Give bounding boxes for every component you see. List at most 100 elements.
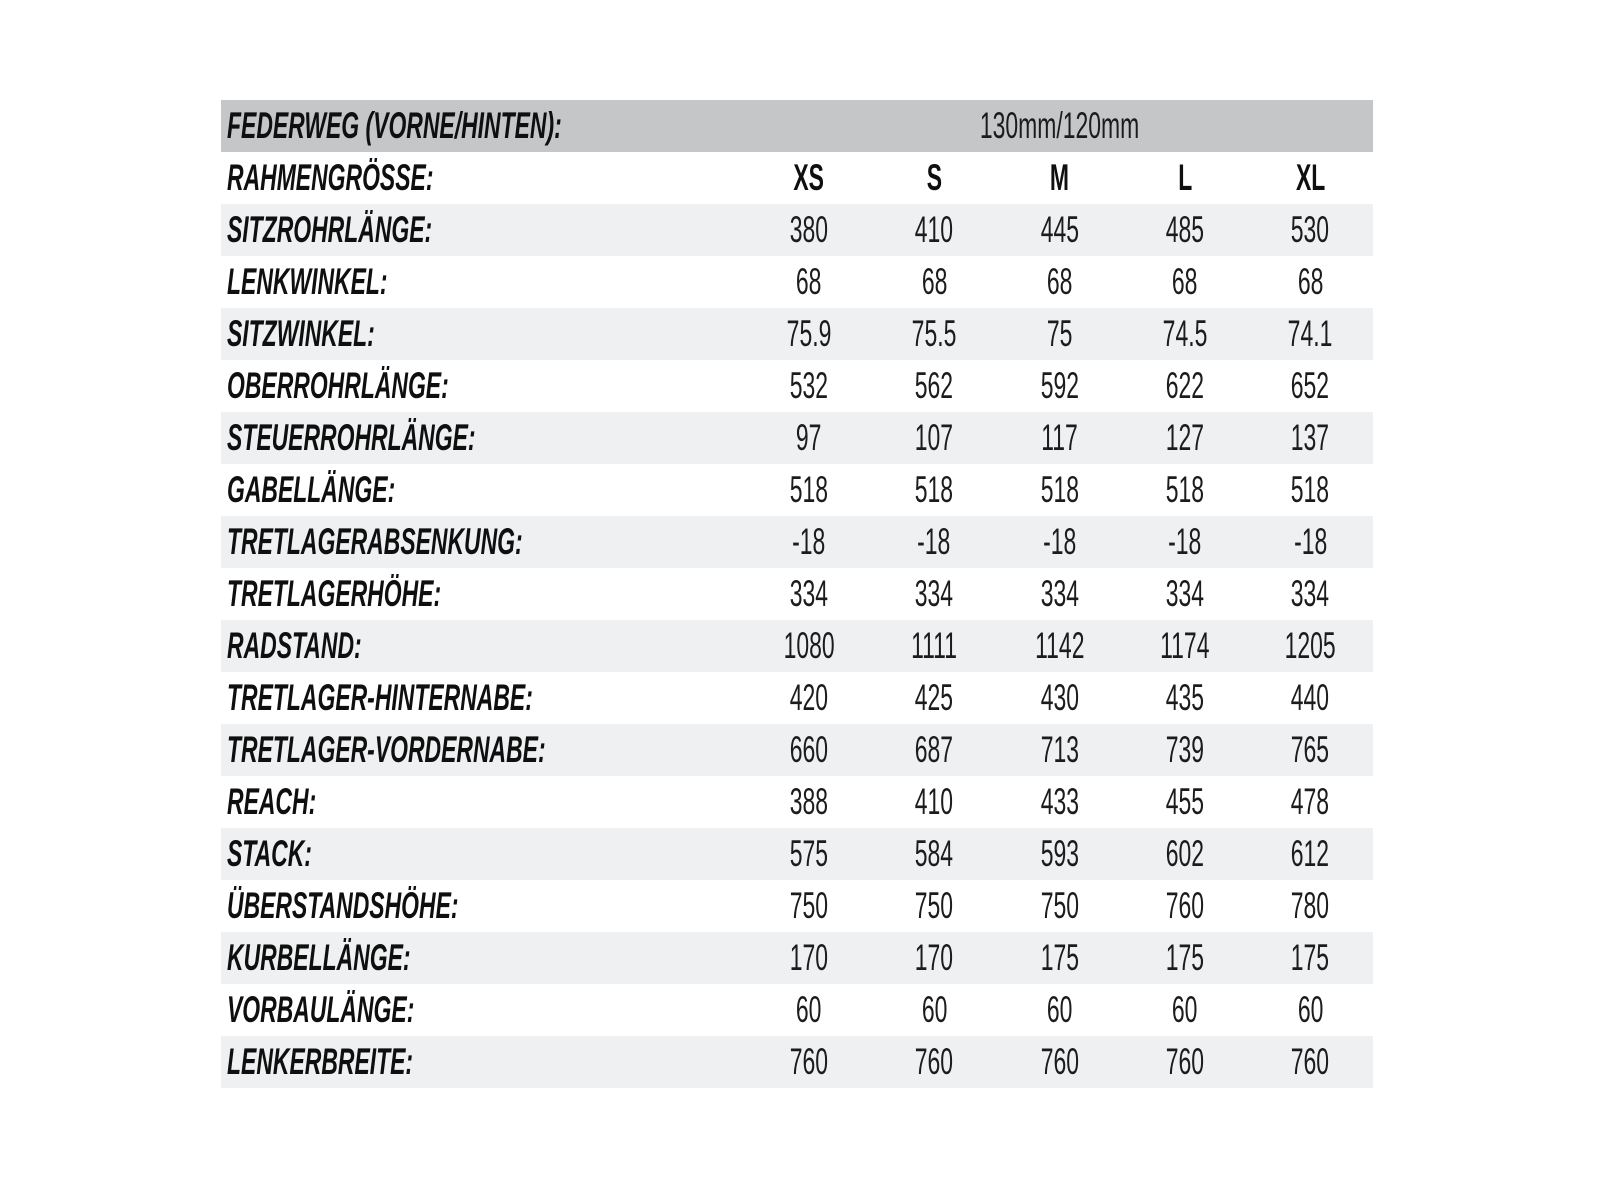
value-cell: 780 xyxy=(1248,880,1373,932)
value-cell: 380 xyxy=(746,204,871,256)
row-label: LENKERBREITE: xyxy=(227,1041,414,1082)
value: 750 xyxy=(914,885,954,926)
value: 1111 xyxy=(911,625,958,666)
value-cell: 562 xyxy=(871,360,996,412)
size-column-header: M xyxy=(1049,157,1070,198)
size-column-header-cell: S xyxy=(871,152,996,204)
value: 117 xyxy=(1041,417,1078,458)
value-cell: 518 xyxy=(746,464,871,516)
value: 127 xyxy=(1165,417,1205,458)
value-cell: 518 xyxy=(1122,464,1247,516)
value: 760 xyxy=(1165,885,1205,926)
row-label-cell: LENKWINKEL: xyxy=(221,256,746,308)
value-cell: 1142 xyxy=(997,620,1122,672)
row-label-cell: SITZWINKEL: xyxy=(221,308,746,360)
value-cell: 410 xyxy=(871,204,996,256)
value-cell: 750 xyxy=(746,880,871,932)
table-row: LENKERBREITE: 760 760 760 760 760 xyxy=(221,1036,1373,1088)
value: -18 xyxy=(1042,521,1077,562)
value: 602 xyxy=(1165,833,1205,874)
value-cell: 107 xyxy=(871,412,996,464)
value: 410 xyxy=(914,781,954,822)
value-cell: 584 xyxy=(871,828,996,880)
value-cell: 687 xyxy=(871,724,996,776)
value: 760 xyxy=(1040,1041,1079,1082)
table-row: SITZWINKEL: 75.9 75.5 75 74.5 74.1 xyxy=(221,308,1373,360)
row-label-cell: OBERROHRLÄNGE: xyxy=(221,360,746,412)
row-label: TRETLAGERABSENKUNG: xyxy=(227,521,523,562)
value: 1142 xyxy=(1034,625,1085,666)
value: 478 xyxy=(1291,781,1330,822)
value-cell: 175 xyxy=(1122,932,1247,984)
table-row: SITZROHRLÄNGE: 380 410 445 485 530 xyxy=(221,204,1373,256)
row-label: TRETLAGER-VORDERNABE: xyxy=(227,729,546,770)
value-cell: 75.5 xyxy=(871,308,996,360)
value: 765 xyxy=(1291,729,1330,770)
value: 435 xyxy=(1165,677,1205,718)
value: 530 xyxy=(1291,209,1330,250)
value-cell: 60 xyxy=(1122,984,1247,1036)
value-cell: 765 xyxy=(1248,724,1373,776)
value-cell: 334 xyxy=(1248,568,1373,620)
value-cell: 433 xyxy=(997,776,1122,828)
value-cell: 117 xyxy=(997,412,1122,464)
value-cell: 74.5 xyxy=(1122,308,1247,360)
travel-header-label: FEDERWEG (VORNE/HINTEN): xyxy=(227,105,562,146)
value: 334 xyxy=(1291,573,1330,614)
value-cell: 97 xyxy=(746,412,871,464)
value: -18 xyxy=(917,521,951,562)
geometry-table: FEDERWEG (VORNE/HINTEN): 130mm/120mm RAH… xyxy=(221,100,1373,1088)
value: 170 xyxy=(914,937,954,978)
row-label: SITZWINKEL: xyxy=(227,313,375,354)
value: 760 xyxy=(914,1041,954,1082)
value: 780 xyxy=(1291,885,1330,926)
value-cell: 593 xyxy=(997,828,1122,880)
value: 1174 xyxy=(1160,625,1210,666)
row-label-cell: ÜBERSTANDSHÖHE: xyxy=(221,880,746,932)
row-label-cell: TRETLAGERABSENKUNG: xyxy=(221,516,746,568)
value-cell: 592 xyxy=(997,360,1122,412)
value: 760 xyxy=(1165,1041,1205,1082)
row-label-cell: VORBAULÄNGE: xyxy=(221,984,746,1036)
value: 518 xyxy=(789,469,828,510)
value: 592 xyxy=(1040,365,1079,406)
value-cell: 175 xyxy=(997,932,1122,984)
size-header-label: RAHMENGRÖSSE: xyxy=(227,157,434,198)
value: 445 xyxy=(1040,209,1079,250)
table-row: TRETLAGER-VORDERNABE: 660 687 713 739 765 xyxy=(221,724,1373,776)
value: 74.5 xyxy=(1162,313,1208,354)
table-row: TRETLAGERABSENKUNG: -18 -18 -18 -18 -18 xyxy=(221,516,1373,568)
value: 410 xyxy=(914,209,954,250)
value-cell: 739 xyxy=(1122,724,1247,776)
value-cell: 68 xyxy=(1122,256,1247,308)
value: 68 xyxy=(795,261,822,302)
travel-header-value: 130mm/120mm xyxy=(979,105,1140,146)
value-cell: 750 xyxy=(871,880,996,932)
value: 1080 xyxy=(783,625,835,666)
size-column-header-cell: L xyxy=(1122,152,1247,204)
value-cell: 430 xyxy=(997,672,1122,724)
value-cell: 75.9 xyxy=(746,308,871,360)
value-cell: 127 xyxy=(1122,412,1247,464)
table-row: ÜBERSTANDSHÖHE: 750 750 750 760 780 xyxy=(221,880,1373,932)
value: 433 xyxy=(1040,781,1079,822)
value-cell: 175 xyxy=(1248,932,1373,984)
value: 425 xyxy=(914,677,954,718)
table-row: OBERROHRLÄNGE: 532 562 592 622 652 xyxy=(221,360,1373,412)
value: 1205 xyxy=(1284,625,1336,666)
travel-header-value-cell: 130mm/120mm xyxy=(746,100,1373,152)
value: 652 xyxy=(1291,365,1330,406)
row-label-cell: TRETLAGER-HINTERNABE: xyxy=(221,672,746,724)
travel-header-row: FEDERWEG (VORNE/HINTEN): 130mm/120mm xyxy=(221,100,1373,152)
value: 485 xyxy=(1165,209,1205,250)
value: 68 xyxy=(1046,261,1073,302)
value: 687 xyxy=(914,729,954,770)
value-cell: 760 xyxy=(1248,1036,1373,1088)
size-column-header: XS xyxy=(793,157,824,198)
value: 760 xyxy=(789,1041,828,1082)
value-cell: 68 xyxy=(1248,256,1373,308)
value-cell: 420 xyxy=(746,672,871,724)
value: 713 xyxy=(1040,729,1079,770)
value: 518 xyxy=(914,469,954,510)
